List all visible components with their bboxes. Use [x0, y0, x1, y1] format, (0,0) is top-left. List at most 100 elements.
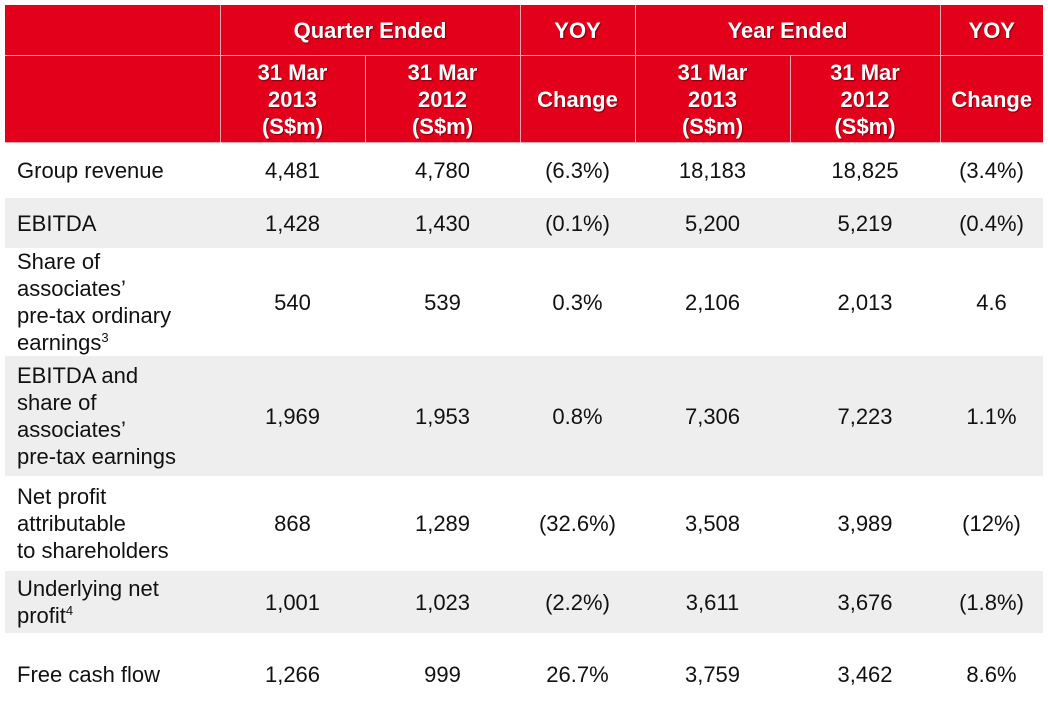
row-label-line: profit4: [17, 602, 220, 629]
header-col-q-2013: 31 Mar 2013 (S$m): [219, 55, 365, 143]
row-label: Net profit attributable to shareholders: [5, 476, 220, 571]
header-line: 2012: [840, 86, 890, 112]
value-cell: 3,611: [635, 571, 790, 633]
header-line: 31 Mar: [830, 59, 900, 85]
row-label-line: pre-tax ordinary: [17, 303, 172, 328]
footnote-marker: 3: [101, 330, 109, 345]
row-label: Underlying net profit4: [5, 571, 220, 633]
value-cell: 1,953: [365, 356, 520, 476]
header-line: 2012: [418, 86, 467, 112]
value-cell: (2.2%): [520, 571, 635, 633]
financial-summary: Quarter Ended YOY Year Ended YOY 31 Mar …: [5, 5, 1043, 715]
row-label-line: associates’: [17, 276, 126, 301]
value-cell: 5,219: [790, 198, 940, 248]
value-cell: 1,001: [220, 571, 365, 633]
row-label-line: attributable: [17, 511, 126, 536]
table-row-share-of-associates: Share of associates’ pre-tax ordinary ea…: [5, 248, 1043, 356]
value-cell: (32.6%): [520, 476, 635, 571]
value-cell: 540: [220, 248, 365, 356]
header-col-y-2013: 31 Mar 2013 (S$m): [634, 55, 790, 143]
header-corner: [5, 5, 220, 56]
header-row-columns: 31 Mar 2013 (S$m) 31 Mar 2012 (S$m) Chan…: [5, 55, 1043, 143]
header-col-y-2012: 31 Mar 2012 (S$m): [789, 55, 940, 143]
value-cell: 3,462: [790, 633, 940, 715]
value-cell: 0.8%: [520, 356, 635, 476]
row-label-line: to shareholders: [17, 538, 169, 563]
value-cell: 4,481: [220, 142, 365, 198]
value-cell: 5,200: [635, 198, 790, 248]
row-label: Share of associates’ pre-tax ordinary ea…: [5, 248, 220, 356]
row-label-line: Group revenue: [17, 158, 164, 183]
footnote-marker: 4: [65, 603, 74, 618]
header-yoy-quarter: YOY: [519, 5, 635, 56]
value-cell: 3,508: [635, 476, 790, 571]
row-label-line: EBITDA: [17, 210, 97, 236]
value-cell: 1,430: [365, 198, 520, 248]
row-label-line: Underlying net: [17, 576, 159, 601]
header-line: 31 Mar: [677, 59, 748, 85]
value-cell: 4.6: [940, 248, 1043, 356]
table-row-free-cash-flow: Free cash flow 1,266 999 26.7% 3,759 3,4…: [5, 633, 1043, 715]
table-row-underlying-net-profit: Underlying net profit4 1,001 1,023 (2.2%…: [5, 571, 1043, 633]
value-cell: 999: [365, 633, 520, 715]
value-cell: 7,223: [790, 356, 940, 476]
value-cell: 7,306: [635, 356, 790, 476]
row-label-line: EBITDA and: [17, 363, 139, 388]
header-line: (S$m): [411, 113, 474, 139]
table-row-ebitda-and-associates: EBITDA and share of associates’ pre-tax …: [5, 356, 1043, 476]
table-row-group-revenue: Group revenue 4,481 4,780 (6.3%) 18,183 …: [5, 142, 1043, 198]
header-line: (S$m): [834, 113, 896, 139]
header-col-y-change: Change: [939, 55, 1043, 143]
header-line: 2013: [688, 86, 737, 112]
table-row-ebitda: EBITDA 1,428 1,430 (0.1%) 5,200 5,219 (0…: [5, 198, 1043, 248]
row-label-text: profit: [17, 603, 66, 628]
value-cell: (1.8%): [940, 571, 1043, 633]
header-row-groups: Quarter Ended YOY Year Ended YOY: [5, 5, 1043, 56]
header-yoy-year: YOY: [939, 5, 1043, 56]
header-line: 31 Mar: [407, 59, 478, 85]
value-cell: (3.4%): [940, 142, 1043, 198]
row-label-line: share of: [17, 390, 97, 415]
row-label-line: pre-tax earnings: [17, 444, 176, 469]
value-cell: 1,266: [220, 633, 365, 715]
value-cell: 1,023: [365, 571, 520, 633]
value-cell: 1,289: [365, 476, 520, 571]
value-cell: (0.4%): [940, 198, 1043, 248]
value-cell: 4,780: [365, 142, 520, 198]
value-cell: 1,428: [220, 198, 365, 248]
row-label-text: earnings: [17, 330, 102, 355]
value-cell: (12%): [940, 476, 1043, 571]
header-line: (S$m): [681, 113, 744, 139]
row-label: Free cash flow: [5, 633, 220, 715]
header-col-q-2012: 31 Mar 2012 (S$m): [364, 55, 520, 143]
header-year-ended: Year Ended: [634, 5, 940, 56]
value-cell: 18,825: [790, 142, 940, 198]
header-corner-lower: [5, 55, 220, 143]
value-cell: 2,106: [635, 248, 790, 356]
financial-table: Quarter Ended YOY Year Ended YOY 31 Mar …: [5, 5, 1043, 715]
value-cell: 868: [220, 476, 365, 571]
value-cell: 0.3%: [520, 248, 635, 356]
value-cell: 18,183: [635, 142, 790, 198]
row-label-line: Free cash flow: [17, 661, 161, 687]
value-cell: (0.1%): [520, 198, 635, 248]
row-label: EBITDA: [5, 198, 220, 248]
header-quarter-ended: Quarter Ended: [219, 5, 520, 56]
header-col-q-change: Change: [519, 55, 635, 143]
value-cell: 3,676: [790, 571, 940, 633]
row-label: EBITDA and share of associates’ pre-tax …: [5, 356, 220, 476]
row-label-line: associates’: [17, 417, 126, 442]
header-line: 31 Mar: [257, 59, 328, 85]
table-row-net-profit: Net profit attributable to shareholders …: [5, 476, 1043, 571]
value-cell: 8.6%: [940, 633, 1043, 715]
header-line: 2013: [268, 86, 317, 112]
value-cell: 2,013: [790, 248, 940, 356]
value-cell: (6.3%): [520, 142, 635, 198]
value-cell: 3,759: [635, 633, 790, 715]
value-cell: 3,989: [790, 476, 940, 571]
value-cell: 1,969: [220, 356, 365, 476]
row-label-line: Net profit: [17, 484, 107, 509]
row-label-line: Share of: [17, 249, 101, 274]
header-line: (S$m): [261, 113, 324, 139]
value-cell: 1.1%: [940, 356, 1043, 476]
